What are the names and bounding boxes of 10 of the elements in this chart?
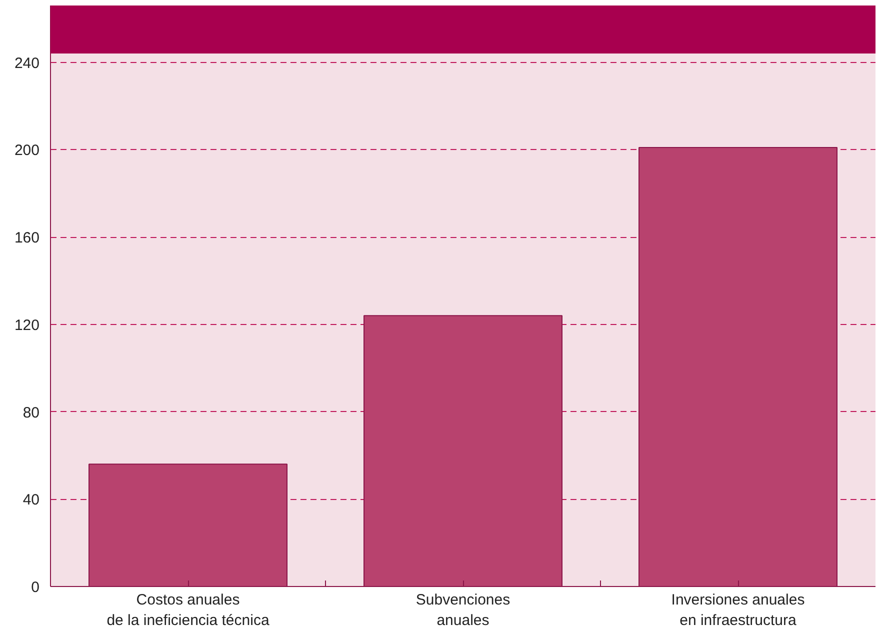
y-tick-label: 80: [22, 404, 40, 422]
y-tick-label: 120: [14, 316, 40, 334]
x-tick-label: Subvenciones anuales: [416, 592, 510, 629]
y-tick-label: 40: [22, 492, 40, 509]
y-tick-label: 0: [31, 579, 40, 596]
y-tick-label: 200: [14, 142, 40, 160]
x-tick-label: Costos anuales de la ineficiencia técnica: [106, 592, 270, 629]
y-tick-label: 160: [14, 230, 40, 247]
x-tick-label: Inversiones anuales en infraestructura: [671, 592, 805, 629]
y-tick-label: 240: [14, 54, 40, 72]
